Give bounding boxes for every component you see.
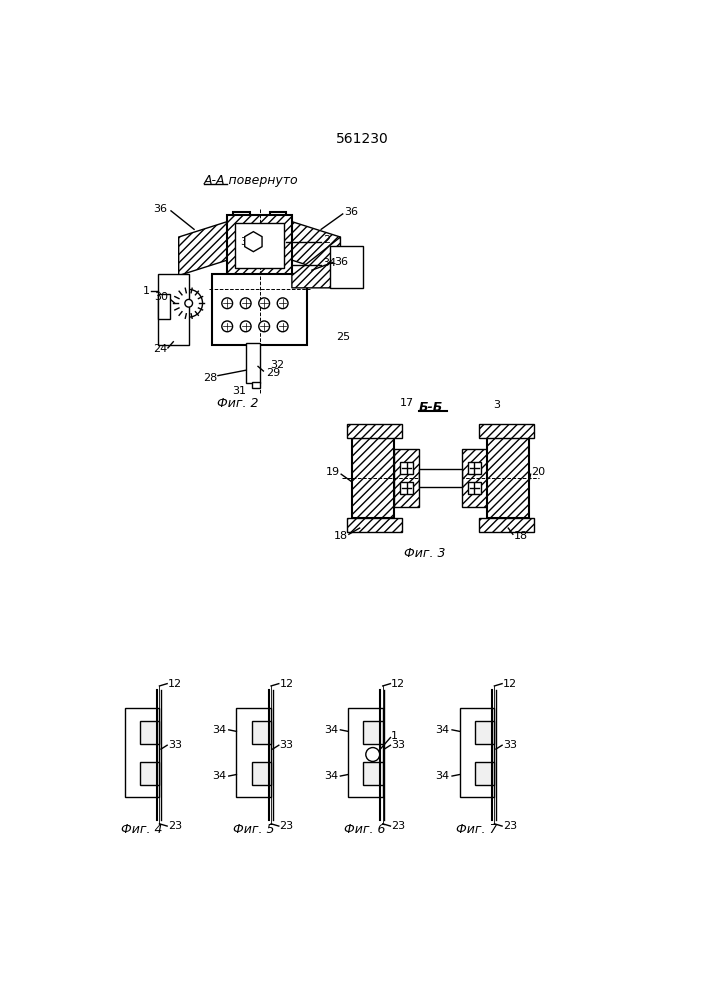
Circle shape bbox=[175, 289, 203, 317]
Text: 2: 2 bbox=[322, 235, 329, 245]
Bar bbox=[363, 721, 382, 744]
Bar bbox=[233, 212, 250, 229]
Circle shape bbox=[259, 321, 269, 332]
Text: Б-Б: Б-Б bbox=[419, 401, 443, 414]
Bar bbox=[363, 762, 382, 785]
Bar bbox=[479, 424, 534, 438]
Bar bbox=[460, 708, 494, 797]
Circle shape bbox=[222, 298, 233, 309]
Text: 12: 12 bbox=[391, 679, 405, 689]
Bar bbox=[419, 469, 462, 487]
Bar bbox=[346, 424, 402, 438]
Text: 12: 12 bbox=[503, 679, 517, 689]
Text: 33: 33 bbox=[503, 740, 517, 750]
Text: 32: 32 bbox=[270, 360, 284, 370]
Text: 34: 34 bbox=[212, 725, 226, 735]
Text: 19: 19 bbox=[326, 467, 340, 477]
Bar bbox=[475, 762, 494, 785]
Text: 30: 30 bbox=[155, 292, 169, 302]
Polygon shape bbox=[292, 222, 340, 276]
Polygon shape bbox=[245, 232, 262, 252]
Text: 12: 12 bbox=[168, 679, 182, 689]
Text: 23: 23 bbox=[168, 821, 182, 831]
Text: 33: 33 bbox=[168, 740, 182, 750]
Bar bbox=[212, 274, 308, 345]
Circle shape bbox=[366, 748, 380, 761]
Bar bbox=[352, 438, 395, 518]
Bar bbox=[252, 762, 271, 785]
Circle shape bbox=[259, 298, 269, 309]
Bar bbox=[330, 246, 363, 288]
Text: 18: 18 bbox=[334, 531, 348, 541]
Circle shape bbox=[277, 321, 288, 332]
Polygon shape bbox=[179, 222, 227, 276]
Bar bbox=[462, 449, 486, 507]
Text: 1: 1 bbox=[144, 286, 150, 296]
Circle shape bbox=[185, 299, 192, 307]
Bar bbox=[468, 482, 481, 494]
Circle shape bbox=[240, 298, 251, 309]
Polygon shape bbox=[292, 237, 340, 288]
Text: 23: 23 bbox=[279, 821, 293, 831]
Bar bbox=[246, 343, 259, 383]
Text: Фиг. 5: Фиг. 5 bbox=[233, 823, 274, 836]
Bar bbox=[227, 215, 292, 276]
Text: 3: 3 bbox=[493, 400, 500, 410]
Text: 33: 33 bbox=[391, 740, 405, 750]
Bar bbox=[269, 212, 286, 229]
Bar bbox=[158, 294, 170, 319]
Bar bbox=[475, 721, 494, 744]
Text: 34: 34 bbox=[324, 771, 338, 781]
Text: 17: 17 bbox=[399, 398, 414, 408]
Text: Фиг. 6: Фиг. 6 bbox=[344, 823, 386, 836]
Text: Фиг. 7: Фиг. 7 bbox=[456, 823, 498, 836]
Bar bbox=[400, 482, 413, 494]
Text: 34: 34 bbox=[436, 771, 450, 781]
Text: Фиг. 2: Фиг. 2 bbox=[217, 397, 259, 410]
Text: 36: 36 bbox=[344, 207, 358, 217]
Text: 24: 24 bbox=[153, 344, 167, 354]
Text: 34: 34 bbox=[436, 725, 450, 735]
Bar bbox=[479, 518, 534, 532]
Bar bbox=[235, 223, 284, 268]
Bar bbox=[348, 708, 382, 797]
Bar bbox=[236, 708, 271, 797]
Text: 33: 33 bbox=[279, 740, 293, 750]
Text: 34: 34 bbox=[324, 725, 338, 735]
Bar bbox=[468, 462, 481, 474]
Text: 36: 36 bbox=[153, 204, 167, 214]
Bar bbox=[400, 462, 413, 474]
Text: 34: 34 bbox=[212, 771, 226, 781]
Text: 1: 1 bbox=[391, 731, 398, 741]
Text: 20: 20 bbox=[532, 467, 546, 477]
Bar bbox=[346, 518, 402, 532]
Bar bbox=[158, 274, 189, 345]
Bar bbox=[252, 382, 259, 388]
Circle shape bbox=[277, 298, 288, 309]
Bar bbox=[252, 721, 271, 744]
Circle shape bbox=[222, 321, 233, 332]
Bar bbox=[140, 721, 160, 744]
Text: 23: 23 bbox=[391, 821, 405, 831]
Text: 18: 18 bbox=[514, 531, 527, 541]
Text: А-А повернуто: А-А повернуто bbox=[204, 174, 299, 187]
Bar bbox=[395, 449, 419, 507]
Text: 561230: 561230 bbox=[336, 132, 388, 146]
Text: 29: 29 bbox=[266, 368, 280, 378]
Circle shape bbox=[240, 321, 251, 332]
Text: 12: 12 bbox=[279, 679, 293, 689]
Text: Фиг. 3: Фиг. 3 bbox=[404, 547, 446, 560]
Text: 31: 31 bbox=[233, 386, 247, 396]
Text: 37: 37 bbox=[240, 237, 255, 247]
Text: 25: 25 bbox=[337, 332, 351, 342]
Bar bbox=[125, 708, 160, 797]
Text: Фиг. 4: Фиг. 4 bbox=[121, 823, 163, 836]
Text: 34: 34 bbox=[322, 258, 337, 268]
Bar bbox=[486, 438, 529, 518]
Text: 28: 28 bbox=[203, 373, 217, 383]
Text: 23: 23 bbox=[503, 821, 517, 831]
Bar bbox=[140, 762, 160, 785]
Text: 36: 36 bbox=[334, 257, 349, 267]
